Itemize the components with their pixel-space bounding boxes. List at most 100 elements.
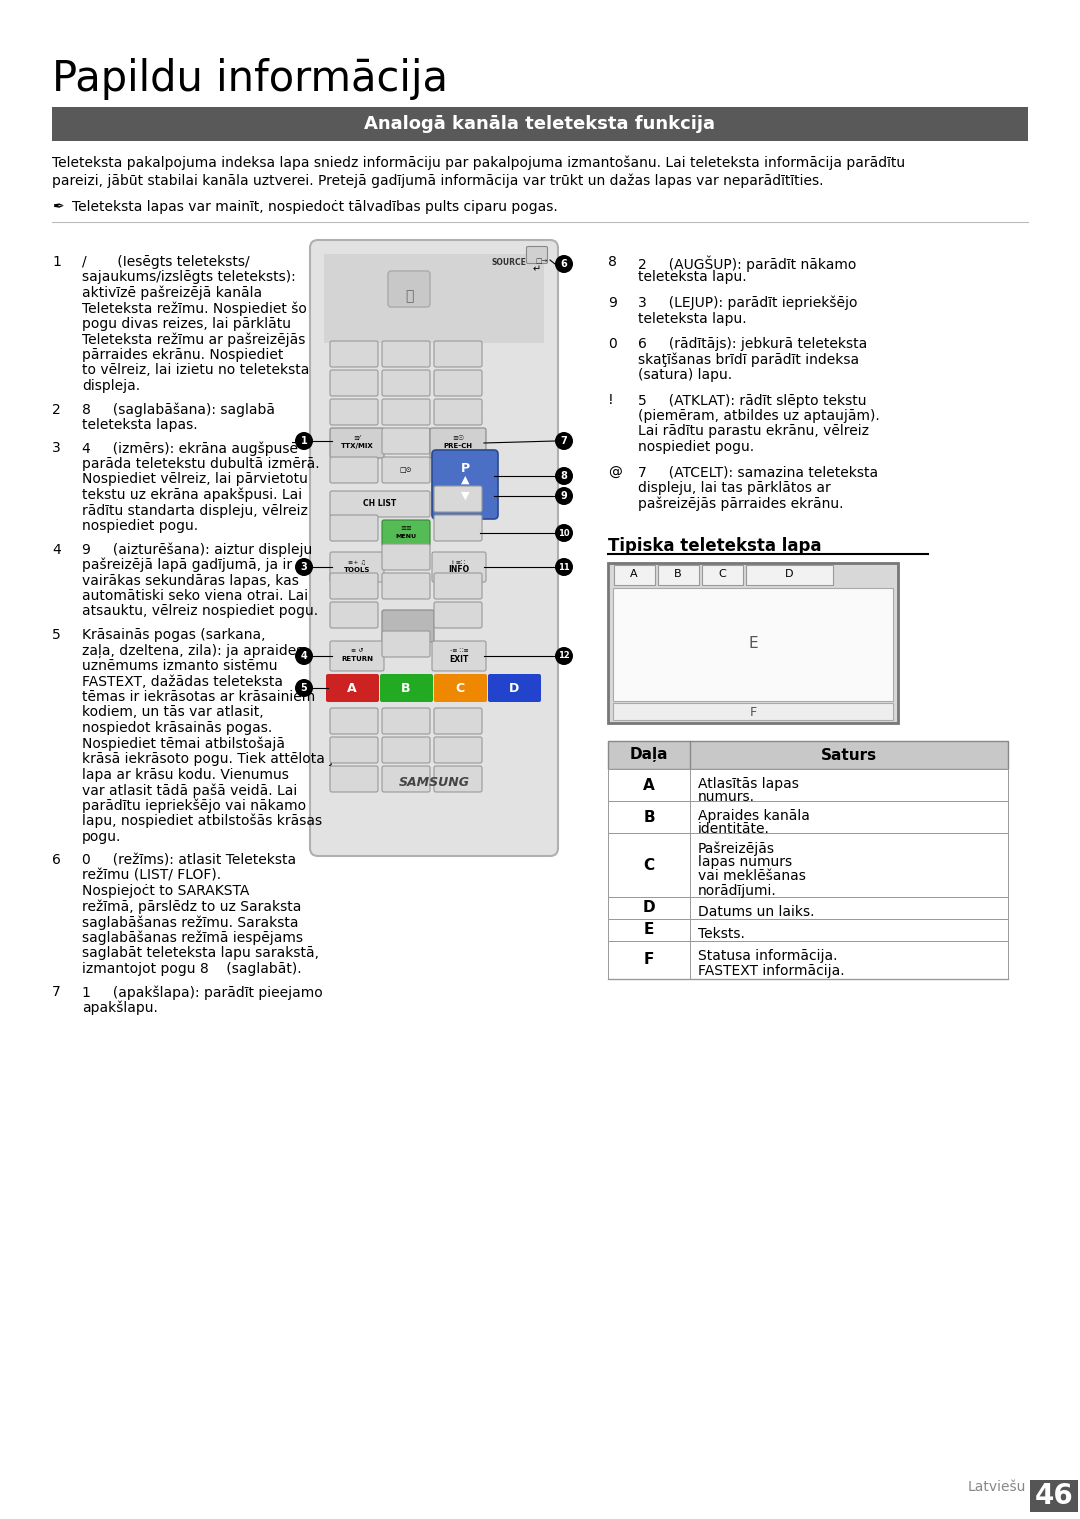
- Text: C: C: [644, 858, 654, 872]
- FancyBboxPatch shape: [434, 340, 482, 368]
- Text: 1: 1: [52, 255, 60, 269]
- Text: E: E: [748, 636, 758, 652]
- Circle shape: [555, 647, 573, 665]
- Text: aktivīzē pašreizējā kanāla: aktivīzē pašreizējā kanāla: [82, 286, 262, 301]
- FancyBboxPatch shape: [382, 371, 430, 396]
- Text: 0: 0: [608, 337, 617, 351]
- Text: CH LIST: CH LIST: [363, 500, 396, 509]
- Text: 9: 9: [608, 296, 617, 310]
- Text: Saturs: Saturs: [821, 747, 877, 763]
- Text: 5: 5: [300, 684, 308, 693]
- Text: ≡ ↺: ≡ ↺: [351, 649, 363, 653]
- Text: Teleteksta lapas var mainīt, nospiedoċt tālvadības pults ciparu pogas.: Teleteksta lapas var mainīt, nospiedoċt …: [72, 201, 557, 214]
- Bar: [608, 832, 1008, 898]
- Text: kodiem, un tās var atlasit,: kodiem, un tās var atlasit,: [82, 705, 264, 720]
- Circle shape: [295, 647, 313, 665]
- Text: 3     (LEJUP): parādīt iepriekšējo: 3 (LEJUP): parādīt iepriekšējo: [638, 296, 858, 310]
- Bar: [613, 703, 893, 720]
- Text: B: B: [402, 682, 410, 694]
- Text: lapas numurs: lapas numurs: [698, 855, 792, 869]
- Text: norādījumi.: norādījumi.: [698, 884, 777, 898]
- Text: Krāsainās pogas (sarkana,: Krāsainās pogas (sarkana,: [82, 627, 266, 643]
- Text: 1: 1: [300, 436, 308, 447]
- Text: numurs.: numurs.: [698, 790, 755, 804]
- Text: 6: 6: [52, 854, 60, 867]
- Circle shape: [295, 557, 313, 576]
- FancyBboxPatch shape: [382, 766, 430, 791]
- Text: Statusa informācija.: Statusa informācija.: [698, 949, 837, 963]
- Text: 46: 46: [1035, 1483, 1074, 1510]
- Text: 3: 3: [52, 442, 60, 456]
- Text: 9     (aizturēšana): aiztur displeju: 9 (aizturēšana): aiztur displeju: [82, 542, 312, 557]
- FancyBboxPatch shape: [330, 491, 430, 516]
- Bar: [608, 741, 1008, 769]
- Text: 7: 7: [52, 984, 60, 1000]
- Text: Datums un laiks.: Datums un laiks.: [698, 905, 814, 919]
- Text: 2     (AUGŠUP): parādīt nākamo: 2 (AUGŠUP): parādīt nākamo: [638, 255, 856, 272]
- Text: 0     (režīms): atlasit Teleteksta: 0 (režīms): atlasit Teleteksta: [82, 854, 296, 867]
- FancyBboxPatch shape: [330, 551, 384, 582]
- FancyBboxPatch shape: [382, 573, 430, 598]
- Text: saglabāšanas režīmā iespējams: saglabāšanas režīmā iespējams: [82, 931, 303, 945]
- FancyBboxPatch shape: [434, 573, 482, 598]
- Text: 10: 10: [558, 529, 570, 538]
- FancyBboxPatch shape: [330, 515, 378, 541]
- Text: FASTEXT informācija.: FASTEXT informācija.: [698, 965, 845, 978]
- Text: nospiedot krāsainās pogas.: nospiedot krāsainās pogas.: [82, 722, 272, 735]
- FancyBboxPatch shape: [382, 630, 430, 658]
- Bar: [658, 565, 699, 585]
- Bar: [608, 898, 1008, 919]
- Bar: [746, 565, 833, 585]
- FancyBboxPatch shape: [382, 611, 434, 643]
- Text: Teleteksta režīmu. Nospiediet šo: Teleteksta režīmu. Nospiediet šo: [82, 301, 307, 316]
- FancyBboxPatch shape: [527, 246, 548, 263]
- Text: teleteksta lapas.: teleteksta lapas.: [82, 418, 198, 431]
- FancyBboxPatch shape: [382, 340, 430, 368]
- Text: 8: 8: [608, 255, 617, 269]
- Circle shape: [295, 679, 313, 697]
- Text: FASTEXT, dažādas teleteksta: FASTEXT, dažādas teleteksta: [82, 674, 283, 688]
- FancyBboxPatch shape: [330, 399, 378, 425]
- FancyBboxPatch shape: [382, 519, 430, 545]
- FancyBboxPatch shape: [434, 708, 482, 734]
- Text: 4: 4: [300, 652, 308, 661]
- Bar: [608, 919, 1008, 940]
- Text: □⊙: □⊙: [400, 466, 413, 472]
- Text: Teleteksta pakalpojuma indeksa lapa sniedz informāciju par pakalpojuma izmantoša: Teleteksta pakalpojuma indeksa lapa snie…: [52, 156, 905, 170]
- Text: A: A: [631, 570, 638, 579]
- Text: C: C: [456, 682, 464, 694]
- Text: pareizi, jābūt stabilai kanāla uztverei. Pretejā gadījumā informācija var trūkt : pareizi, jābūt stabilai kanāla uztverei.…: [52, 175, 824, 188]
- FancyBboxPatch shape: [382, 544, 430, 570]
- Text: SOURCE: SOURCE: [492, 258, 527, 267]
- Text: vairākas sekundāras lapas, kas: vairākas sekundāras lapas, kas: [82, 574, 299, 588]
- FancyBboxPatch shape: [434, 602, 482, 627]
- Text: ↵: ↵: [532, 264, 541, 273]
- Text: □→: □→: [535, 258, 548, 264]
- FancyBboxPatch shape: [488, 674, 541, 702]
- Text: pašreizējās pārraides ekrānu.: pašreizējās pārraides ekrānu.: [638, 497, 843, 510]
- Text: režīmā, pārslēdz to uz Saraksta: režīmā, pārslēdz to uz Saraksta: [82, 899, 301, 914]
- Text: A: A: [347, 682, 356, 694]
- Text: (satura) lapu.: (satura) lapu.: [638, 368, 732, 381]
- Text: lapa ar krāsu kodu. Vienumus: lapa ar krāsu kodu. Vienumus: [82, 767, 288, 781]
- Text: C: C: [718, 570, 726, 579]
- FancyBboxPatch shape: [382, 708, 430, 734]
- FancyBboxPatch shape: [382, 428, 430, 454]
- Text: 2: 2: [52, 403, 60, 416]
- Text: 4     (izmērs): ekrāna augšpusē: 4 (izmērs): ekrāna augšpusē: [82, 442, 298, 456]
- Bar: [324, 254, 544, 343]
- Text: uznēmums izmanto sistēmu: uznēmums izmanto sistēmu: [82, 659, 278, 673]
- Text: teleteksta lapu.: teleteksta lapu.: [638, 311, 746, 325]
- Text: INFO: INFO: [448, 565, 470, 574]
- Text: F: F: [750, 705, 757, 718]
- Text: teleteksta lapu.: teleteksta lapu.: [638, 270, 746, 284]
- Text: pārraides ekrānu. Nospiediet: pārraides ekrānu. Nospiediet: [82, 348, 283, 362]
- FancyBboxPatch shape: [432, 551, 486, 582]
- Text: saglabāšanas režīmu. Saraksta: saglabāšanas režīmu. Saraksta: [82, 914, 298, 930]
- Text: 11: 11: [558, 562, 570, 571]
- Text: TTX/MIX: TTX/MIX: [340, 444, 374, 450]
- Text: apakšlapu.: apakšlapu.: [82, 1001, 158, 1015]
- Text: displeja.: displeja.: [82, 380, 140, 393]
- Circle shape: [555, 524, 573, 542]
- Bar: [52, 106, 1028, 141]
